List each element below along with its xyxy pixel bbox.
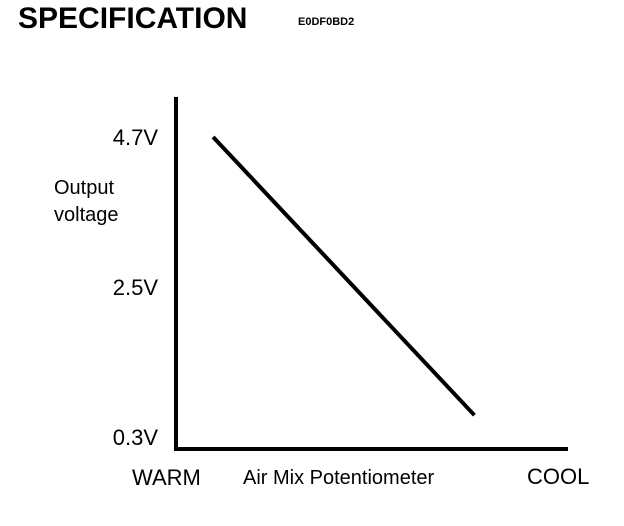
y-tick-labels: 4.7V 2.5V 0.3V [113, 125, 159, 450]
y-tick-label: 2.5V [113, 275, 159, 300]
y-axis-label-line-1: Output [54, 177, 114, 199]
document-code: E0DF0BD2 [298, 16, 355, 28]
x-tick-label-warm: WARM [132, 465, 201, 490]
page-title: SPECIFICATION [18, 2, 248, 35]
x-axis-label: Air Mix Potentiometer [243, 467, 435, 489]
series-line [211, 135, 476, 417]
y-tick-label: 4.7V [113, 125, 159, 150]
y-axis-label-line-2: voltage [54, 204, 119, 226]
y-tick-label: 0.3V [113, 425, 159, 450]
x-tick-label-cool: COOL [527, 464, 589, 489]
series-group [211, 135, 476, 417]
